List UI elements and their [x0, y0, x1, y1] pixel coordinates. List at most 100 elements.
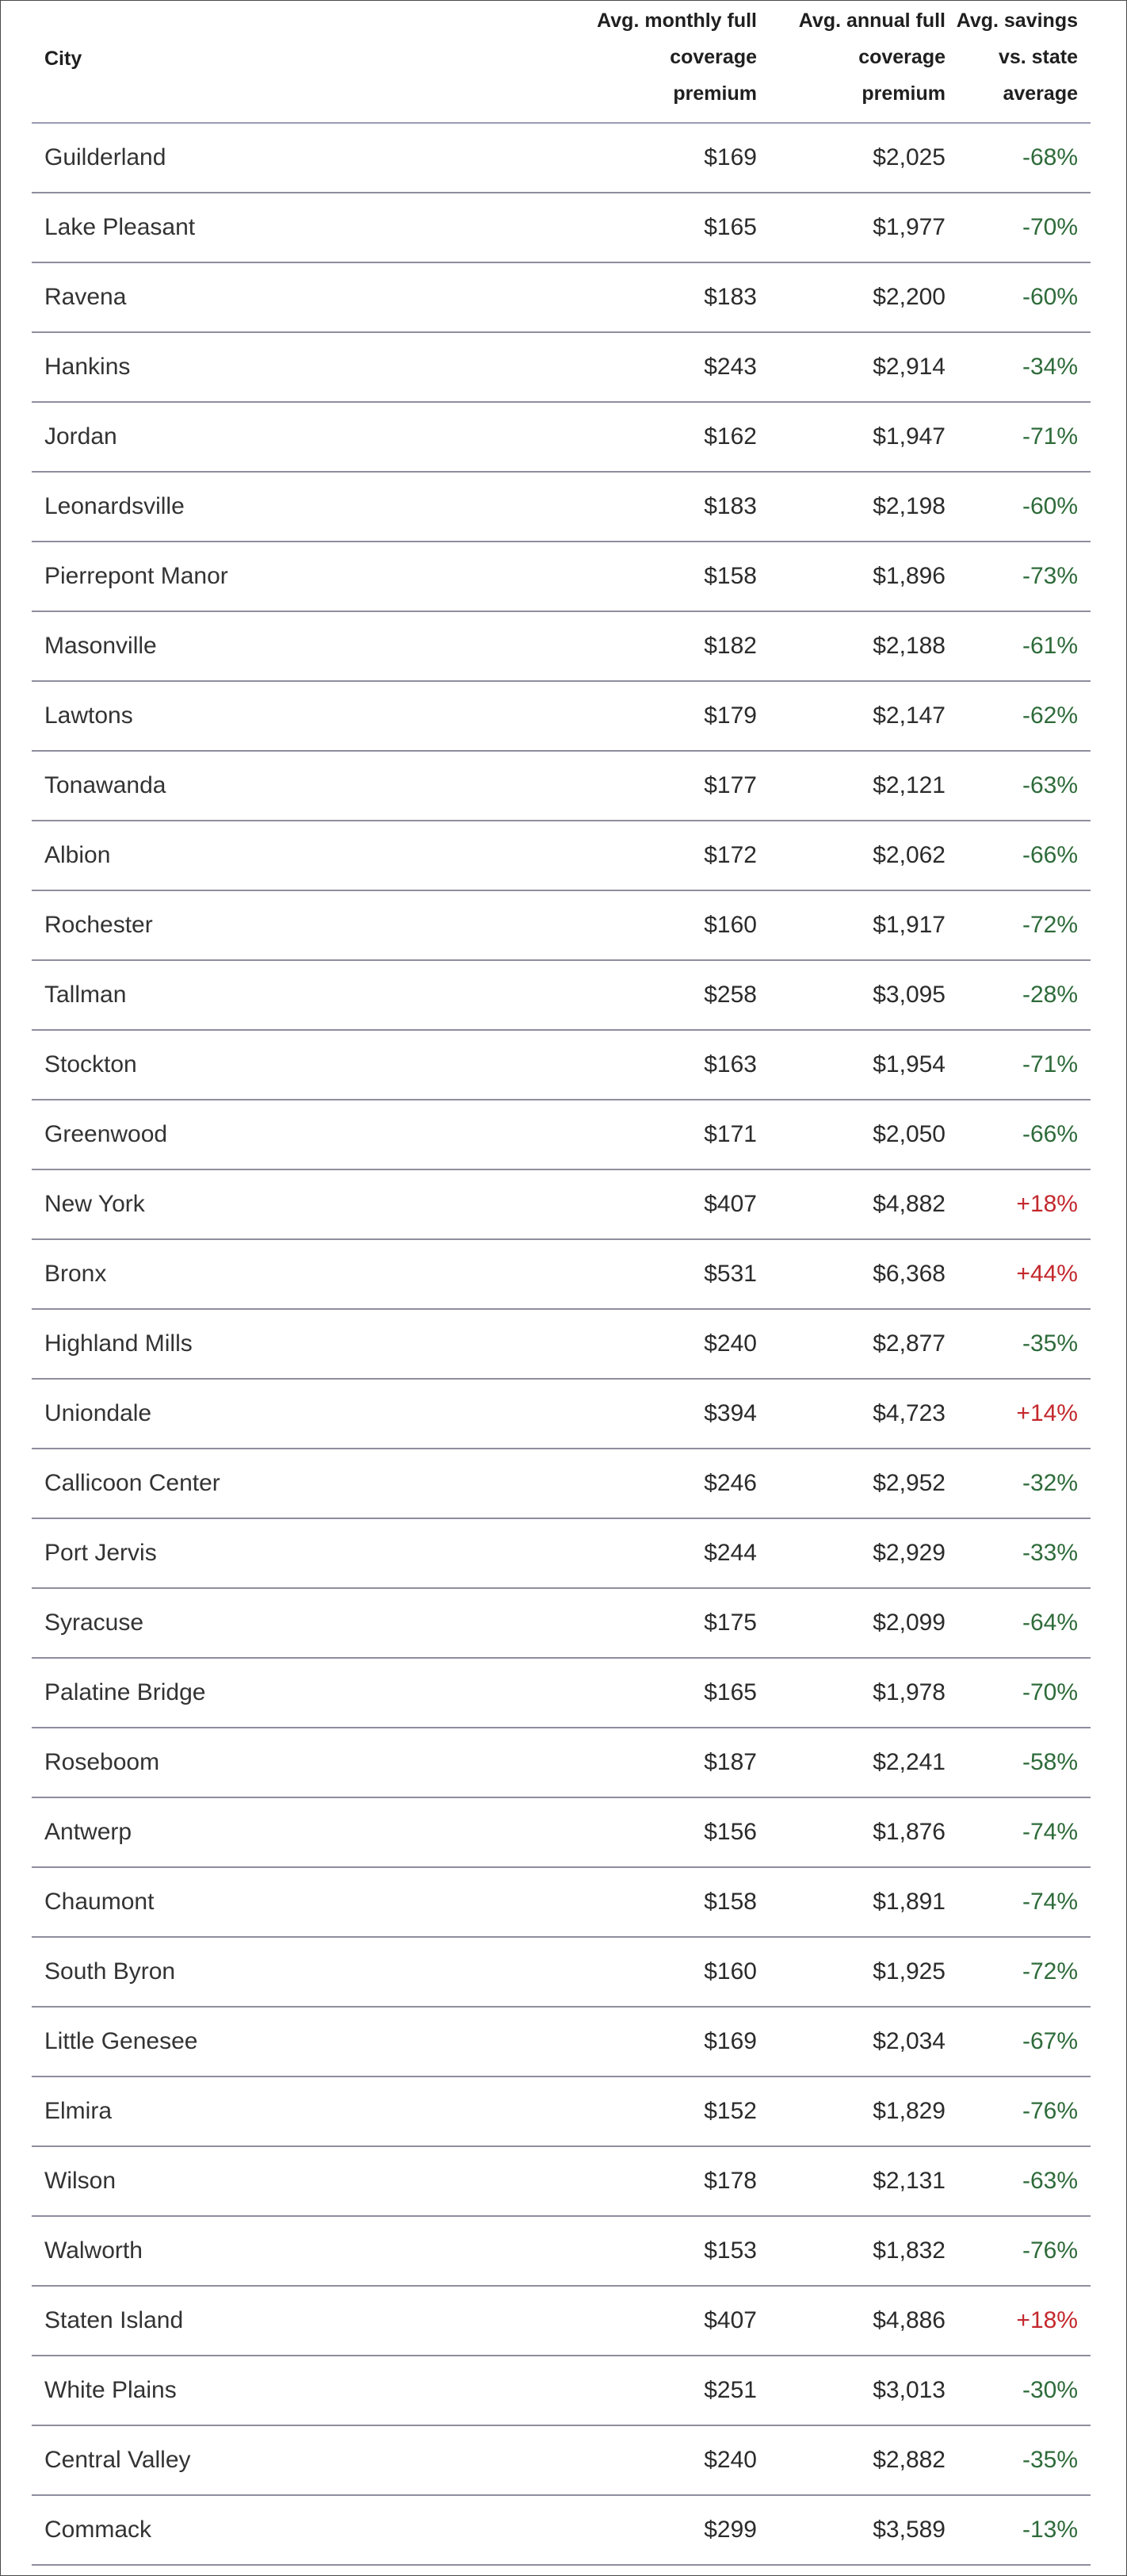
table-row: Little Genesee $169 $2,034 -67% — [32, 2008, 1091, 2077]
cell-monthly-premium: $172 — [704, 842, 757, 868]
table-row: Highland Mills $240 $2,877 -35% — [32, 1310, 1091, 1380]
cell-annual-premium: $2,034 — [873, 2028, 946, 2054]
table-row: Leonardsville $183 $2,198 -60% — [32, 473, 1091, 542]
cell-annual-premium: $2,025 — [873, 144, 946, 170]
cell-city: Staten Island — [44, 2307, 184, 2333]
cell-monthly-premium: $244 — [704, 1540, 757, 1566]
header-annual-line-1: Avg. annual full — [798, 10, 946, 32]
table-row: Jordan $162 $1,947 -71% — [32, 403, 1091, 473]
cell-city: Ravena — [44, 284, 127, 310]
cell-annual-premium: $2,050 — [873, 1121, 946, 1147]
cell-city: Hankins — [44, 354, 131, 380]
header-monthly-line-2: coverage — [670, 46, 757, 68]
cell-savings: +44% — [1016, 1261, 1078, 1287]
cell-city: Port Jervis — [44, 1540, 157, 1566]
cell-monthly-premium: $251 — [704, 2377, 757, 2403]
cell-annual-premium: $2,929 — [873, 1540, 946, 1566]
cell-monthly-premium: $162 — [704, 423, 757, 450]
cell-savings: -30% — [1022, 2377, 1078, 2403]
cell-savings: -35% — [1022, 2447, 1078, 2473]
table-row: Hankins $243 $2,914 -34% — [32, 333, 1091, 403]
cell-monthly-premium: $160 — [704, 1958, 757, 1985]
cell-savings: -76% — [1022, 2098, 1078, 2124]
cell-savings: -64% — [1022, 1610, 1078, 1636]
table-body: Guilderland $169 $2,025 -68% Lake Pleasant $1… — [32, 124, 1091, 2566]
cell-savings: -73% — [1022, 563, 1078, 589]
cell-monthly-premium: $171 — [704, 1121, 757, 1147]
cell-annual-premium: $4,723 — [873, 1400, 946, 1426]
cell-annual-premium: $2,882 — [873, 2447, 946, 2473]
cell-savings: -76% — [1022, 2237, 1078, 2264]
table-row: Tonawanda $177 $2,121 -63% — [32, 752, 1091, 821]
cell-annual-premium: $1,832 — [873, 2237, 946, 2264]
table-row: Albion $172 $2,062 -66% — [32, 821, 1091, 891]
cell-monthly-premium: $165 — [704, 1679, 757, 1705]
cell-city: Roseboom — [44, 1749, 160, 1775]
cell-annual-premium: $1,829 — [873, 2098, 946, 2124]
table-row: Commack $299 $3,589 -13% — [32, 2496, 1091, 2566]
cell-city: Commack — [44, 2517, 152, 2543]
table-row: New York $407 $4,882 +18% — [32, 1170, 1091, 1240]
cell-city: Elmira — [44, 2098, 113, 2124]
header-savings-line-1: Avg. savings — [956, 10, 1078, 32]
cell-monthly-premium: $158 — [704, 563, 757, 589]
cell-city: Stockton — [44, 1051, 137, 1077]
cell-annual-premium: $4,886 — [873, 2307, 946, 2333]
cell-monthly-premium: $179 — [704, 702, 757, 729]
table-row: Ravena $183 $2,200 -60% — [32, 263, 1091, 333]
cell-city: Jordan — [44, 423, 117, 450]
cell-monthly-premium: $153 — [704, 2237, 757, 2264]
cell-city: Walworth — [44, 2237, 143, 2264]
table-row: Roseboom $187 $2,241 -58% — [32, 1728, 1091, 1798]
table-row: White Plains $251 $3,013 -30% — [32, 2356, 1091, 2426]
table-row: Antwerp $156 $1,876 -74% — [32, 1798, 1091, 1868]
cell-annual-premium: $2,099 — [873, 1610, 946, 1636]
table-row: Uniondale $394 $4,723 +14% — [32, 1380, 1091, 1449]
cell-annual-premium: $1,896 — [873, 563, 946, 589]
table-row: Callicoon Center $246 $2,952 -32% — [32, 1449, 1091, 1519]
cell-savings: -60% — [1022, 284, 1078, 310]
cell-city: Lawtons — [44, 702, 133, 729]
cell-monthly-premium: $246 — [704, 1470, 757, 1496]
table-row: Syracuse $175 $2,099 -64% — [32, 1589, 1091, 1659]
cell-monthly-premium: $183 — [704, 493, 757, 519]
header-city: City — [44, 48, 82, 70]
table-row: Chaumont $158 $1,891 -74% — [32, 1868, 1091, 1938]
cell-annual-premium: $1,978 — [873, 1679, 946, 1705]
header-savings-line-3: average — [1003, 82, 1078, 105]
cell-annual-premium: $1,977 — [873, 214, 946, 240]
cell-city: Palatine Bridge — [44, 1679, 206, 1705]
cell-monthly-premium: $394 — [704, 1400, 757, 1426]
cell-savings: -74% — [1022, 1819, 1078, 1845]
cell-city: Callicoon Center — [44, 1470, 220, 1496]
cell-annual-premium: $2,121 — [873, 772, 946, 798]
cell-savings: +18% — [1016, 2307, 1078, 2333]
cell-monthly-premium: $165 — [704, 214, 757, 240]
cell-savings: -32% — [1022, 1470, 1078, 1496]
table-row: Bronx $531 $6,368 +44% — [32, 1240, 1091, 1310]
cell-city: Chaumont — [44, 1889, 155, 1915]
cell-monthly-premium: $258 — [704, 982, 757, 1008]
cell-annual-premium: $1,954 — [873, 1051, 946, 1077]
cell-city: Guilderland — [44, 144, 166, 170]
cell-annual-premium: $2,952 — [873, 1470, 946, 1496]
cell-savings: -67% — [1022, 2028, 1078, 2054]
cell-savings: -63% — [1022, 772, 1078, 798]
cell-savings: -63% — [1022, 2168, 1078, 2194]
cell-annual-premium: $4,882 — [873, 1191, 946, 1217]
cell-city: Rochester — [44, 912, 153, 938]
table-row: Wilson $178 $2,131 -63% — [32, 2147, 1091, 2217]
cell-savings: -71% — [1022, 1051, 1078, 1077]
table-row: Rochester $160 $1,917 -72% — [32, 891, 1091, 961]
cell-monthly-premium: $160 — [704, 912, 757, 938]
cell-savings: -72% — [1022, 1958, 1078, 1985]
header-annual-line-3: premium — [861, 82, 946, 105]
cell-annual-premium: $2,062 — [873, 842, 946, 868]
cell-city: Uniondale — [44, 1400, 152, 1426]
cell-annual-premium: $2,131 — [873, 2168, 946, 2194]
cell-city: Greenwood — [44, 1121, 168, 1147]
cell-city: Leonardsville — [44, 493, 185, 519]
cell-monthly-premium: $158 — [704, 1889, 757, 1915]
cell-city: Highland Mills — [44, 1330, 193, 1357]
cell-city: Syracuse — [44, 1610, 144, 1636]
